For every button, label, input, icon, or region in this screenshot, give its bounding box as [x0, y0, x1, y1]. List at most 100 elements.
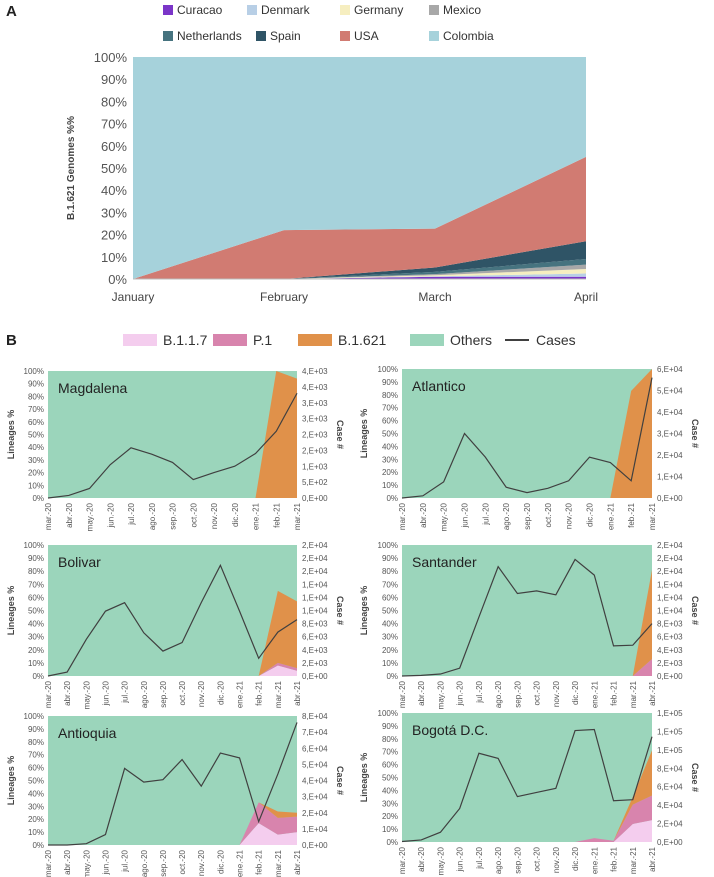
pct-tick-label: 100% — [378, 709, 398, 718]
pct-tick-label: 100% — [24, 712, 44, 721]
region-title: Antioquia — [58, 725, 117, 741]
pct-tick-label: 40% — [28, 443, 44, 452]
x-tick-label: may.-20 — [86, 502, 95, 531]
x-tick-label: abr.-20 — [417, 680, 426, 705]
x-tick-label: may.-20 — [82, 680, 91, 709]
case-tick-label: 2,E+04 — [302, 541, 328, 550]
x-tick-label: mar.-21 — [274, 680, 283, 708]
legend-label-netherlands: Netherlands — [177, 29, 242, 43]
area-b1621 — [48, 371, 297, 498]
legend-label-colombia: Colombia — [443, 29, 494, 43]
pct-tick-label: 80% — [382, 567, 398, 576]
x-tick-label: feb.-21 — [272, 502, 281, 527]
x-tick-label: sep.-20 — [159, 849, 168, 876]
y-left-title: Lineages % — [359, 753, 369, 803]
pct-tick-label: 10% — [28, 828, 44, 837]
y-tick-label: 100% — [94, 50, 128, 65]
y-right-title: Case # — [690, 763, 700, 792]
area-others — [402, 713, 652, 842]
y-tick-label: 70% — [101, 117, 127, 132]
area-colombia — [133, 57, 586, 279]
legend-label-germany: Germany — [354, 3, 403, 17]
case-tick-label: 1,E+05 — [657, 746, 683, 755]
subplot-magdalena: 0% 10% 20% 30% 40% 50% 60% 70% 80% 90% 100% 0,E+00 5… — [6, 367, 345, 531]
y-left-title: Lineages % — [359, 409, 369, 459]
x-tick-label: mar.-20 — [398, 502, 407, 530]
case-tick-label: 2,E+04 — [302, 809, 328, 818]
x-tick-label: sep.-20 — [513, 846, 522, 873]
pct-tick-label: 40% — [382, 620, 398, 629]
x-tick-label: mar.-21 — [274, 849, 283, 877]
case-tick-label: 6,E+04 — [302, 744, 328, 753]
cases-line — [401, 728, 653, 843]
case-tick-label: 1,E+05 — [657, 709, 683, 718]
x-tick-label: nov.-20 — [552, 680, 561, 707]
pct-tick-label: 40% — [28, 620, 44, 629]
region-title: Magdalena — [58, 380, 127, 396]
subplot-bogotdc: 0% 10% 20% 30% 40% 50% 60% 70% 80% 90% 100% 0,E+00 2… — [359, 709, 700, 875]
subplot-antioquia: 0% 10% 20% 30% 40% 50% 60% 70% 80% 90% 100% 0,E+00 1… — [6, 712, 345, 877]
x-tick-label: abr.-20 — [63, 849, 72, 874]
pct-tick-label: 70% — [382, 748, 398, 757]
legend-swatch-b1621 — [298, 334, 332, 346]
x-tick-label: oct.-20 — [533, 846, 542, 871]
case-tick-label: 2,E+04 — [302, 567, 328, 576]
x-tick-label: abr.-20 — [65, 502, 74, 527]
legend-label-b117: B.1.1.7 — [163, 332, 208, 348]
x-tick-label: abr.-20 — [417, 846, 426, 871]
area-b1621 — [402, 369, 652, 498]
pct-tick-label: 60% — [382, 417, 398, 426]
x-tick-label: feb.-21 — [610, 846, 619, 871]
case-tick-label: 0,E+00 — [657, 672, 683, 681]
pct-tick-label: 50% — [382, 607, 398, 616]
case-tick-label: 0,E+00 — [657, 838, 683, 847]
x-tick-label: may.-20 — [82, 849, 91, 877]
x-tick-label: March — [418, 290, 451, 304]
x-tick-label: January — [112, 290, 155, 304]
x-tick-label: nov.-20 — [197, 680, 206, 707]
x-tick-label: jul.-20 — [475, 680, 484, 703]
x-tick-label: feb.-21 — [627, 502, 636, 527]
x-tick-label: abr.-21 — [293, 680, 302, 705]
subplot-atlantico: 0% 10% 20% 30% 40% 50% 60% 70% 80% 90% 100% 0,E+00 1… — [359, 365, 700, 531]
x-tick-label: jul.-20 — [475, 846, 484, 869]
area-others — [48, 371, 297, 498]
x-tick-label: feb.-21 — [610, 680, 619, 705]
y-tick-label: 40% — [101, 183, 127, 198]
x-tick-label: jul.-20 — [127, 502, 136, 525]
x-tick-label: jun.-20 — [106, 502, 115, 528]
region-title: Atlantico — [412, 378, 466, 394]
case-tick-label: 4,E+03 — [657, 646, 683, 655]
x-tick-label: mar.-21 — [629, 680, 638, 708]
case-tick-label: 7,E+04 — [302, 728, 328, 737]
pct-tick-label: 20% — [28, 469, 44, 478]
legend-label-denmark: Denmark — [261, 3, 311, 17]
x-tick-label: ago.-20 — [148, 502, 157, 530]
case-tick-label: 6,E+04 — [657, 365, 683, 374]
panel-b-label: B — [6, 332, 17, 349]
x-tick-label: oct.-20 — [178, 849, 187, 874]
x-tick-label: abr.-20 — [419, 502, 428, 527]
x-tick-label: nov.-20 — [210, 502, 219, 529]
pct-tick-label: 20% — [382, 646, 398, 655]
pct-tick-label: 90% — [28, 554, 44, 563]
case-tick-label: 6,E+04 — [657, 783, 683, 792]
x-tick-label: jun.-20 — [101, 680, 110, 706]
y-tick-label: 20% — [101, 228, 127, 243]
case-tick-label: 2,E+03 — [302, 446, 328, 455]
legend-label-mexico: Mexico — [443, 3, 481, 17]
x-tick-label: abr.-21 — [293, 849, 302, 874]
y-left-title: Lineages % — [6, 756, 16, 806]
x-tick-label: oct.-20 — [544, 502, 553, 527]
pct-tick-label: 50% — [382, 774, 398, 783]
pct-tick-label: 60% — [28, 764, 44, 773]
x-tick-label: nov.-20 — [197, 849, 206, 876]
x-tick-label: ago.-20 — [140, 849, 149, 877]
y-tick-label: 90% — [101, 72, 127, 87]
pct-tick-label: 60% — [382, 761, 398, 770]
pct-tick-label: 0% — [32, 494, 44, 503]
pct-tick-label: 0% — [32, 672, 44, 681]
x-tick-label: jul.-20 — [121, 849, 130, 872]
case-tick-label: 8,E+04 — [302, 712, 328, 721]
x-tick-label: sep.-20 — [159, 680, 168, 707]
